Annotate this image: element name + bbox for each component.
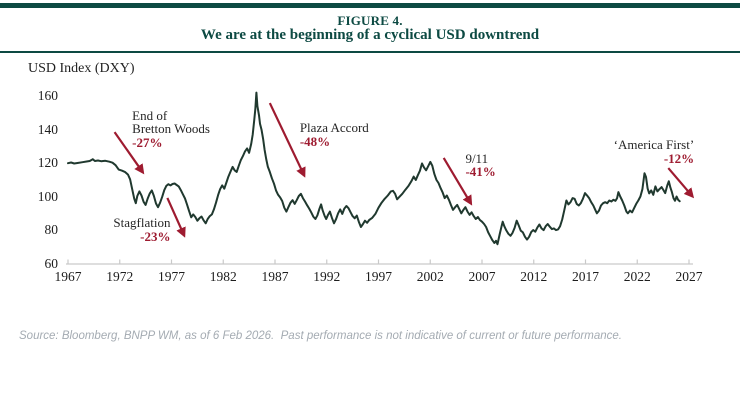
stagflation-percent: -23%	[140, 228, 171, 244]
nine-eleven-annotation: 9/11 -41%	[465, 152, 495, 179]
x-tick-label: 1977	[158, 269, 185, 284]
america-first-arrow	[667, 167, 695, 199]
header-rule	[0, 51, 740, 53]
y-tick-label: 160	[37, 88, 58, 103]
figure-label: FIGURE 4.	[337, 13, 403, 28]
america-first-percent: -12%	[663, 150, 695, 166]
nine-eleven-arrow	[442, 157, 473, 206]
x-tick-label: 1987	[261, 269, 289, 284]
america-first-annotation: ‘America First’ -12%	[614, 138, 695, 165]
end-of-bretton-woods-label: End of	[132, 107, 168, 123]
figure-title: We are at the beginning of a cyclical US…	[200, 27, 540, 43]
america-first-label: ‘America First’	[613, 137, 695, 152]
plaza-accord-percent: -48%	[299, 133, 331, 149]
x-tick-label: 2002	[416, 269, 444, 284]
y-tick-label: 60	[44, 256, 59, 271]
plaza-accord-annotation: Plaza Accord -48%	[300, 121, 369, 148]
x-tick-label: 2012	[520, 269, 548, 284]
plaza-accord-label: Plaza Accord	[299, 120, 369, 136]
end-of-bretton-woods-percent: -27%	[132, 134, 163, 150]
stagflation-arrow	[166, 197, 186, 238]
nine-eleven-label: 9/11	[465, 150, 489, 166]
x-tick-label: 1997	[365, 269, 392, 284]
x-tick-label: 2007	[468, 269, 496, 284]
dxy-series-line	[67, 91, 681, 246]
dxy-line-chart: USD Index (DXY) 1967 1972 1977 1982 1987 1992…	[0, 55, 740, 310]
x-tick-label: 1967	[54, 269, 82, 284]
y-axis-title: USD Index (DXY)	[28, 61, 135, 76]
end-of-bretton-woods-annotation: End of Bretton Woods -27%	[132, 109, 210, 150]
end-of-bretton-woods-label: Bretton Woods	[132, 121, 210, 137]
stagflation-label: Stagflation	[113, 215, 171, 231]
x-tick-label: 1992	[313, 269, 341, 284]
source-note: Source: Bloomberg, BNPP WM, as of 6 Feb …	[19, 330, 622, 342]
top-border	[0, 3, 740, 8]
y-tick-label: 140	[37, 121, 58, 137]
stagflation-annotation: Stagflation -23%	[113, 216, 170, 243]
x-tick-label: 1982	[209, 269, 237, 284]
y-tick-label: 120	[37, 155, 58, 171]
end-of-bretton-woods-arrow	[113, 131, 145, 175]
y-tick-label: 80	[44, 222, 59, 238]
x-tick-label: 2022	[623, 269, 651, 284]
x-tick-label: 2027	[675, 269, 703, 284]
x-tick-label: 2017	[572, 269, 599, 284]
plot-canvas	[66, 91, 695, 265]
nine-eleven-percent: -41%	[465, 164, 496, 180]
y-tick-label: 100	[37, 188, 58, 204]
x-tick-label: 1972	[106, 269, 134, 284]
plaza-accord-arrow	[268, 102, 306, 178]
